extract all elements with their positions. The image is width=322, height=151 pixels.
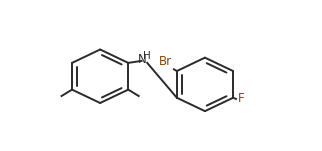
Text: H: H [143,51,151,61]
Text: N: N [138,53,147,66]
Text: Br: Br [159,55,172,68]
Text: F: F [238,92,244,105]
